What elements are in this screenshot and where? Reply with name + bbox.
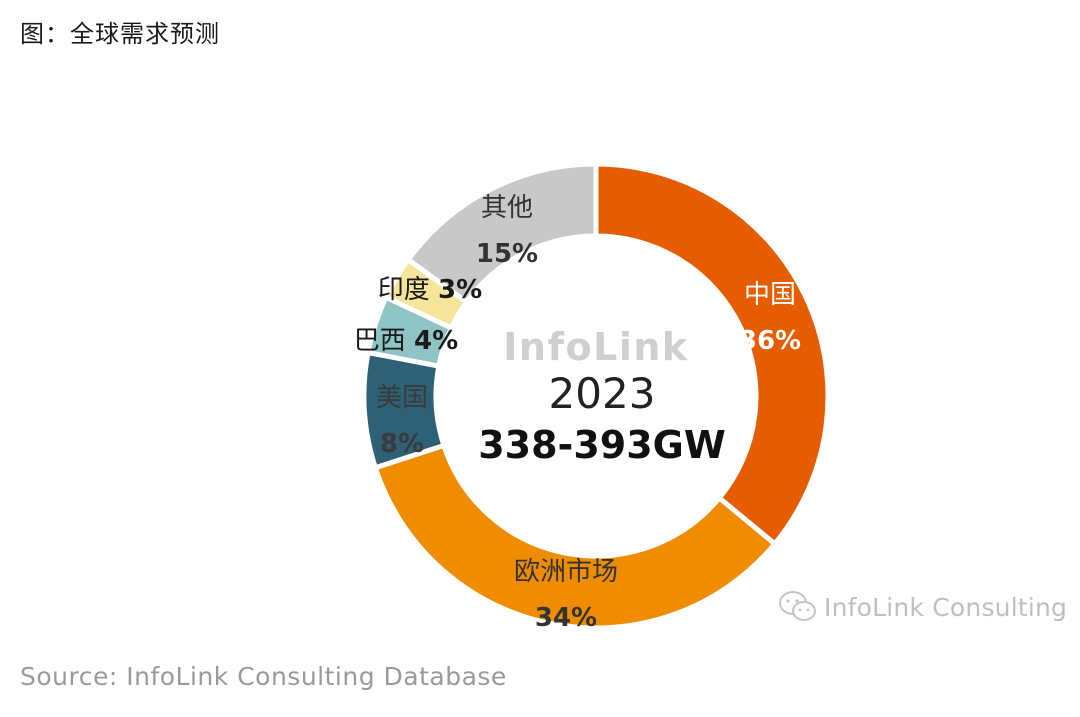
slice-name-6: 其他 (481, 193, 533, 223)
center-value: 338-393GW (478, 423, 726, 467)
slice-2 (372, 442, 779, 631)
wechat-account-name: InfoLink Consulting (824, 592, 1068, 622)
center-watermark: InfoLink (503, 325, 688, 369)
wechat-icon (779, 591, 816, 621)
wechat-watermark: InfoLink Consulting (778, 590, 1067, 624)
slice-pct-2: 34% (535, 603, 597, 633)
slice-pct-3: 8% (380, 429, 424, 459)
slice-pct-1: 36% (739, 326, 801, 356)
slice-pct-6: 15% (476, 239, 538, 269)
slice-labels: 中国 36% 欧洲市场 34% 美国 8% 巴西 4% 印度 3% 其他 15% (354, 193, 801, 633)
slice-1 (593, 161, 831, 548)
slice-name-1: 中国 (744, 280, 796, 310)
slice-name-2: 欧洲市场 (514, 557, 618, 587)
donut-slices (361, 161, 831, 631)
slice-label-4: 巴西 4% (354, 326, 458, 356)
center-year: 2023 (549, 369, 656, 418)
page-title: 图：全球需求预测 (20, 20, 220, 48)
slice-6 (404, 161, 599, 306)
slice-name-3: 美国 (376, 383, 428, 413)
slice-label-5: 印度 3% (378, 275, 482, 305)
source-note: Source: InfoLink Consulting Database (20, 662, 507, 691)
